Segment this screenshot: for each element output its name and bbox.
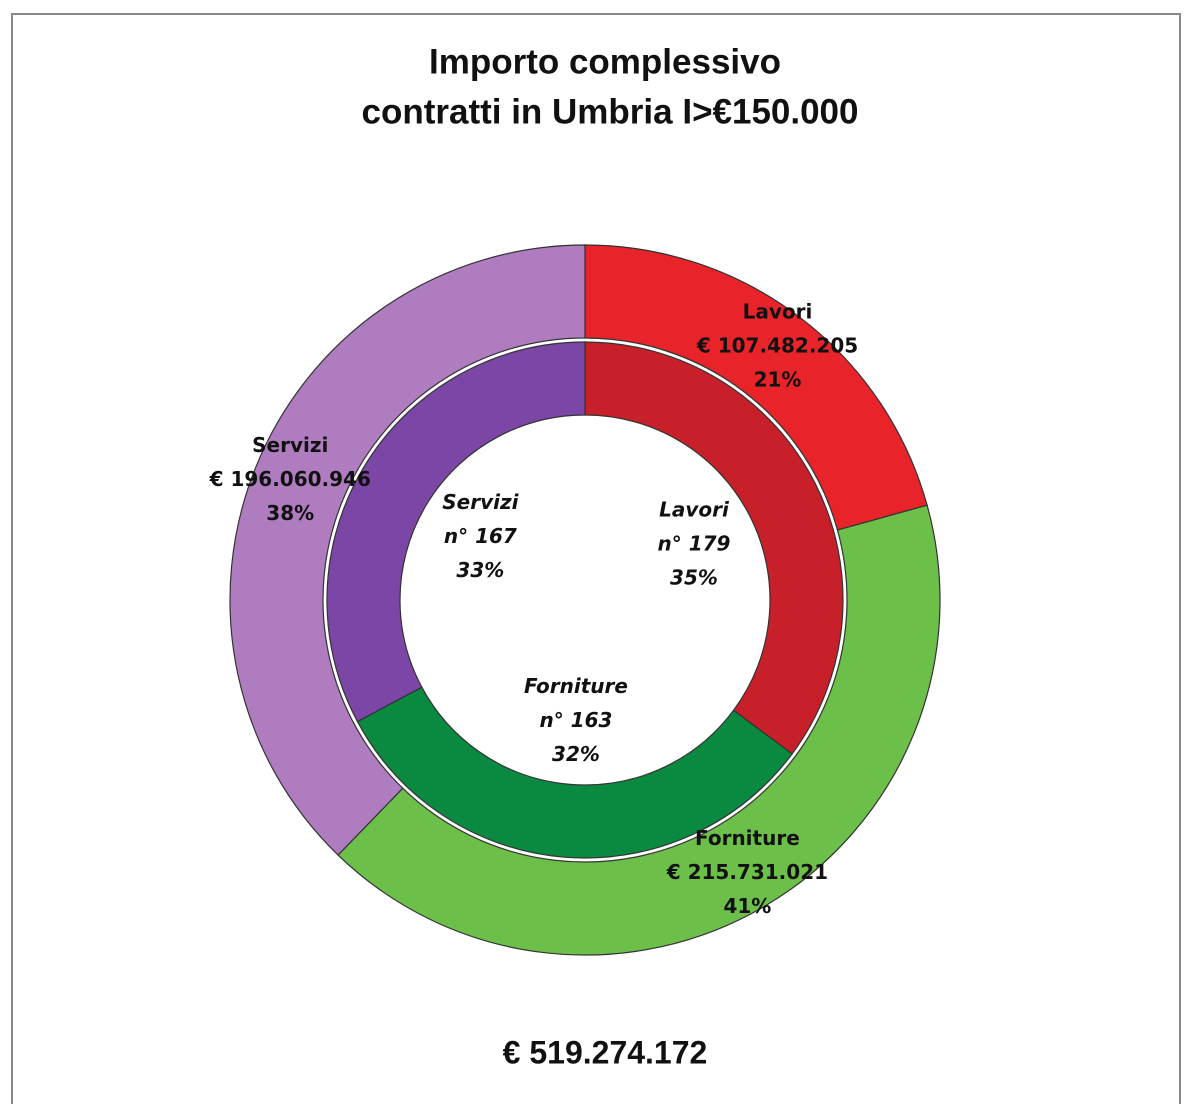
segment-label: Lavori (659, 498, 730, 522)
segment-label: 35% (670, 566, 718, 590)
segment-label: 21% (754, 367, 802, 391)
segment-label: n° 163 (539, 708, 612, 732)
donut-segment (584, 341, 844, 755)
segment-label: n° 167 (444, 524, 517, 548)
chart-title: contratti in Umbria I>€150.000 (361, 92, 858, 131)
segment-label: € 196.060.946 (209, 467, 371, 491)
total-label: € 519.274.172 (503, 1034, 708, 1070)
segment-label: Servizi (442, 490, 519, 514)
segment-label: € 107.482.205 (696, 333, 858, 357)
segment-label: Forniture (695, 826, 800, 850)
donut-segment (326, 341, 586, 723)
chart-title: Importo complessivo (429, 42, 781, 81)
segment-label: n° 179 (658, 532, 731, 556)
segment-label: 33% (456, 558, 504, 582)
segment-label: € 215.731.021 (666, 860, 828, 884)
segment-label: 38% (266, 501, 314, 525)
donut-segment (229, 244, 586, 856)
donut-segment (337, 504, 941, 956)
segment-label: Lavori (743, 299, 813, 323)
segment-label: Forniture (524, 674, 628, 698)
segment-label: 32% (552, 742, 600, 766)
segment-label: 41% (723, 894, 771, 918)
donut-segment (356, 686, 793, 859)
segment-label: Servizi (252, 433, 328, 457)
